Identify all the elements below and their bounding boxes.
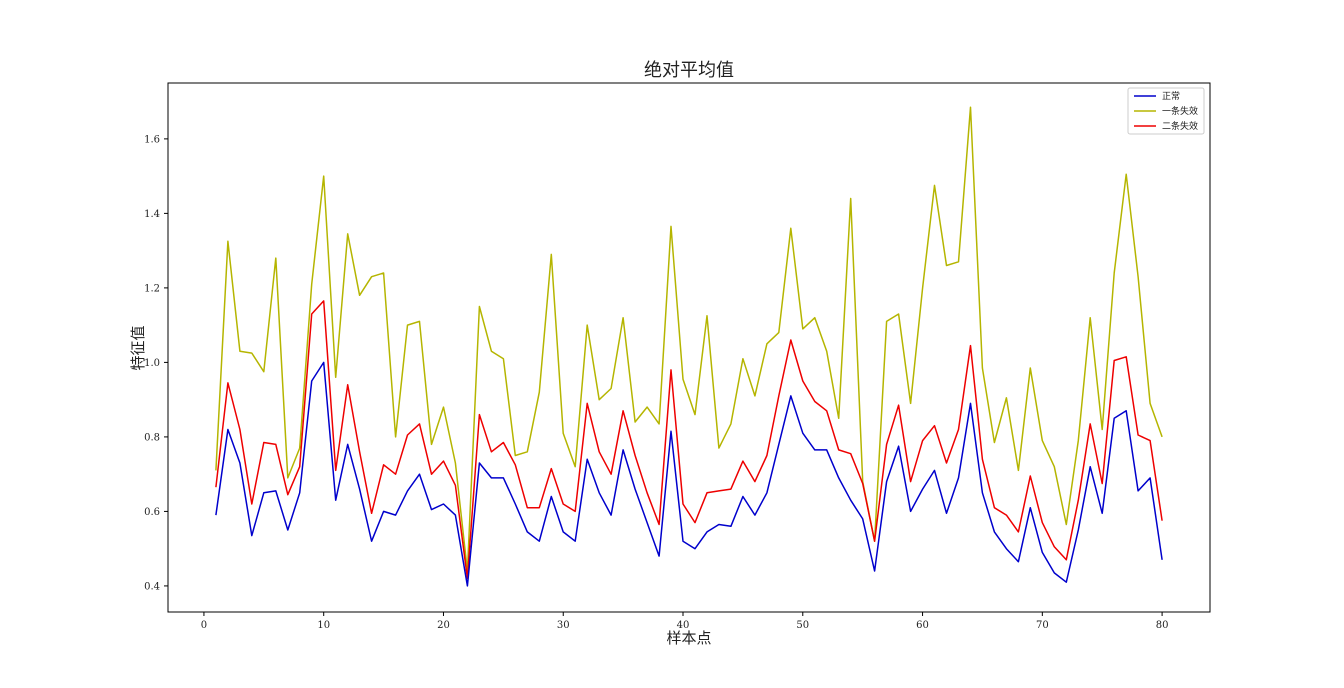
legend-label-3: 二条失效 — [1162, 120, 1198, 132]
legend-box — [1127, 87, 1205, 135]
x-tick-label: 30 — [557, 620, 570, 631]
x-tick-label: 40 — [677, 620, 690, 631]
y-tick-label: 0.8 — [144, 432, 160, 443]
x-axis-ticks: 0 10 20 30 40 50 60 70 80 — [201, 612, 1169, 631]
y-tick-label: 1.4 — [144, 209, 160, 220]
plot-area — [167, 82, 1211, 613]
x-axis-label: 样本点 — [666, 629, 711, 647]
x-tick-label: 10 — [317, 620, 330, 631]
plot-frame — [167, 82, 1211, 613]
legend-label-2: 一条失效 — [1162, 105, 1198, 117]
series-line-2 — [215, 106, 1163, 572]
x-tick-label: 0 — [201, 620, 207, 631]
y-tick-label: 0.6 — [144, 507, 160, 518]
series-line-3 — [215, 300, 1163, 580]
series-layer — [215, 106, 1163, 587]
series-line-1 — [215, 361, 1163, 587]
y-tick-label: 1.6 — [144, 134, 160, 145]
plot-background — [168, 83, 1210, 612]
x-tick-label: 80 — [1156, 620, 1169, 631]
legend-label-1: 正常 — [1162, 90, 1180, 102]
x-tick-label: 20 — [437, 620, 450, 631]
x-tick-label: 60 — [916, 620, 929, 631]
y-axis-ticks: 0.4 0.6 0.8 1.0 1.2 1.4 1.6 — [144, 134, 168, 592]
chart-title: 绝对平均值 — [644, 60, 734, 81]
y-tick-label: 0.4 — [144, 581, 160, 592]
y-axis-label: 特征值 — [129, 325, 147, 370]
x-tick-label: 70 — [1036, 620, 1049, 631]
y-tick-label: 1.0 — [144, 358, 160, 369]
x-tick-label: 50 — [796, 620, 809, 631]
y-tick-label: 1.2 — [144, 283, 160, 294]
